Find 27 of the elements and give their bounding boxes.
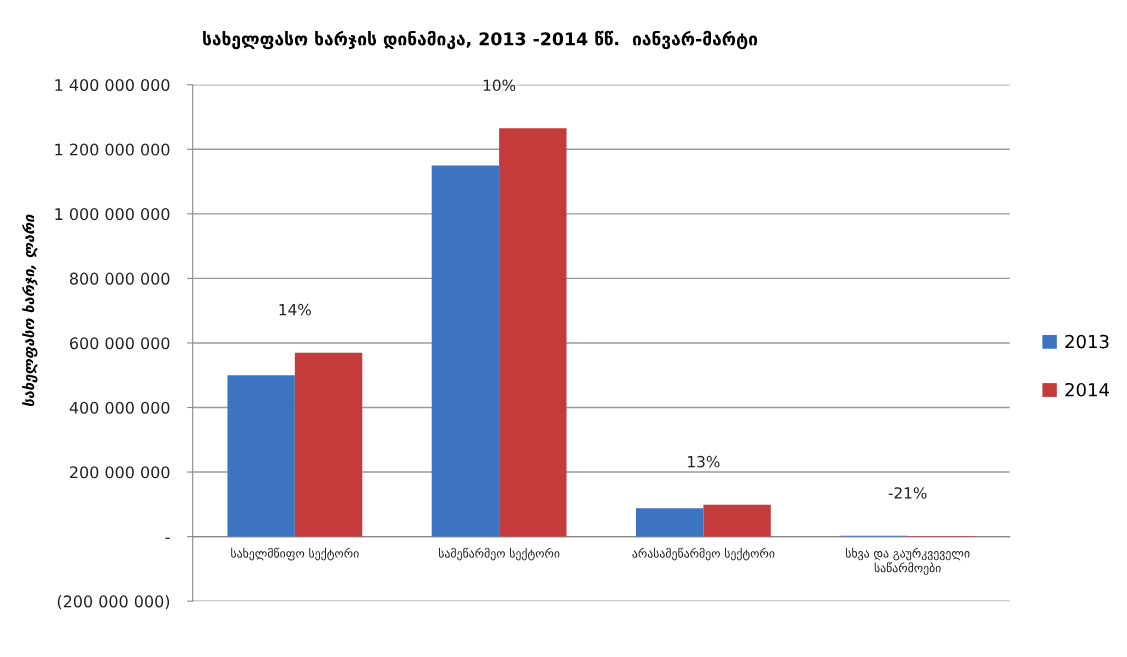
annotation: 13% [688, 455, 720, 468]
bar [431, 165, 500, 537]
y-tick-label: 200 000 000 [70, 466, 170, 479]
y-tick-label: - [165, 537, 170, 539]
y-tick-label: 400 000 000 [69, 401, 170, 414]
bar [635, 508, 704, 537]
bar [703, 504, 771, 537]
legend-label: 2013 [1065, 334, 1109, 349]
x-tick-label: არასამეწარმეო სექტორი [632, 547, 775, 561]
bar [294, 352, 363, 537]
bar [227, 375, 295, 537]
y-tick-label: 800 000 000 [69, 272, 170, 285]
bar [499, 128, 567, 537]
x-tick-label: სხვა და გაურკვეველი საწარმოები [846, 547, 970, 575]
y-tick-label: 1 200 000 000 [55, 143, 170, 156]
annotation: 14% [279, 303, 311, 316]
chart-title: სახელფასო ხარჯის დინამიკა, 2013 -2014 წწ. იანვარ-მარტი [203, 30, 758, 50]
y-tick-label: (200 000 000) [57, 595, 170, 610]
x-tick-label: სახელმწიფო სექტორი [231, 547, 359, 561]
y-tick-label: 1 000 000 000 [55, 208, 170, 221]
x-tick-label: სამეწარმეო სექტორი [438, 547, 560, 561]
annotation: -21% [888, 487, 927, 499]
legend-label: 2014 [1065, 382, 1109, 397]
y-axis-title: სახელფასო ხარჯი, ლარი [21, 214, 38, 407]
y-tick-label: 600 000 000 [70, 337, 170, 350]
y-tick-label: 1 400 000 000 [55, 78, 170, 92]
annotation: 10% [483, 79, 516, 92]
